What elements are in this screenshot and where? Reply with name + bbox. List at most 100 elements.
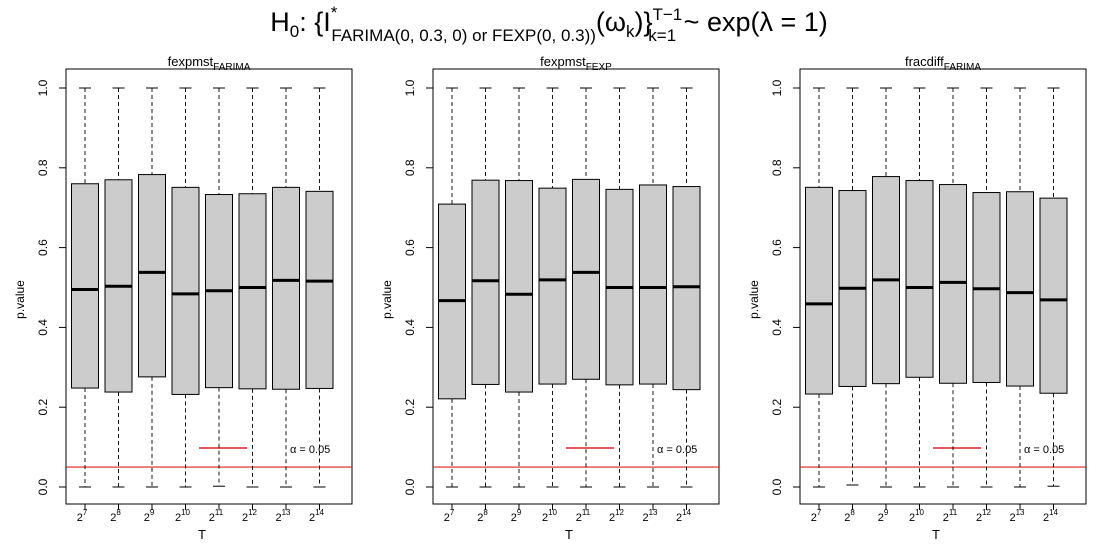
- x-tick-base: 2: [844, 512, 850, 524]
- y-tick-label: 1.0: [403, 79, 417, 96]
- box-1: 27: [71, 87, 99, 524]
- y-tick-label: 0.6: [403, 239, 417, 256]
- legend-label: α = 0.05: [657, 444, 697, 456]
- x-tick-label: 214: [1043, 508, 1059, 524]
- box-iqr: [238, 193, 267, 390]
- y-tick-label: 1.0: [770, 79, 784, 96]
- y-tick-label: 1.0: [36, 79, 50, 96]
- x-tick-base: 2: [444, 512, 450, 524]
- title-omega: (ω: [596, 7, 626, 37]
- box-iqr: [639, 184, 667, 385]
- title-brace: : {I: [299, 7, 331, 37]
- box-3: 29: [872, 87, 900, 524]
- title-tail: ~ exp(λ = 1): [676, 7, 828, 37]
- panel-title-main: fexpmst: [168, 54, 214, 69]
- box-6: 212: [605, 87, 634, 524]
- x-tick-exponent: 13: [649, 508, 658, 517]
- x-tick-base: 2: [511, 512, 517, 524]
- x-tick-exponent: 9: [884, 508, 889, 517]
- x-tick-exponent: 11: [582, 508, 591, 517]
- x-tick-label: 213: [642, 508, 658, 524]
- x-tick-label: 213: [1009, 508, 1025, 524]
- x-tick-exponent: 9: [517, 508, 522, 517]
- x-tick-label: 28: [477, 508, 488, 524]
- x-tick-exponent: 10: [181, 508, 190, 517]
- box-8: 214: [305, 87, 334, 524]
- panel-title: fracdiffFARIMA: [905, 54, 981, 73]
- box-8: 214: [672, 87, 701, 524]
- x-tick-exponent: 11: [215, 508, 224, 517]
- x-tick-base: 2: [110, 512, 116, 524]
- y-axis-label: p.value: [13, 280, 27, 319]
- box-4: 210: [905, 87, 934, 524]
- box-5: 211: [939, 87, 967, 524]
- y-tick-label: 0.8: [403, 159, 417, 176]
- x-tick-exponent: 14: [1049, 508, 1058, 517]
- box-2: 28: [471, 87, 500, 524]
- y-axis-label: p.value: [747, 280, 761, 319]
- panel-title-main: fracdiff: [905, 54, 944, 69]
- x-tick-label: 29: [511, 508, 522, 524]
- y-tick-label: 0.2: [770, 399, 784, 416]
- box-iqr: [305, 190, 334, 389]
- x-tick-exponent: 7: [83, 508, 88, 517]
- title-model-sub: FARIMA(0, 0.3, 0) or FEXP(0, 0.3)): [331, 26, 596, 45]
- x-axis-label: T: [198, 527, 206, 542]
- x-tick-base: 2: [77, 512, 83, 524]
- x-tick-base: 2: [242, 512, 248, 524]
- box-5: 211: [572, 87, 600, 524]
- x-tick-label: 210: [542, 508, 558, 524]
- x-tick-label: 28: [110, 508, 121, 524]
- y-tick-label: 0.8: [770, 159, 784, 176]
- y-tick-label: 0.4: [770, 319, 784, 336]
- panel-title-sub: FARIMA: [944, 62, 982, 73]
- box-iqr: [505, 180, 533, 393]
- x-tick-label: 214: [676, 508, 692, 524]
- box-1: 27: [438, 87, 466, 524]
- x-tick-label: 27: [811, 508, 822, 524]
- x-tick-exponent: 12: [615, 508, 624, 517]
- x-tick-label: 210: [175, 508, 191, 524]
- box-6: 212: [238, 87, 267, 524]
- box-5: 211: [205, 87, 233, 524]
- title-lower: k=1: [648, 26, 676, 45]
- x-tick-base: 2: [976, 512, 982, 524]
- panel-title: fexpmstFARIMA: [168, 54, 251, 73]
- x-tick-base: 2: [477, 512, 483, 524]
- y-tick-label: 0.0: [36, 478, 50, 495]
- title-upper: T−1: [653, 5, 683, 24]
- x-tick-label: 27: [77, 508, 88, 524]
- x-tick-exponent: 12: [248, 508, 257, 517]
- x-tick-exponent: 8: [483, 508, 488, 517]
- box-2: 28: [838, 87, 867, 524]
- x-tick-exponent: 14: [315, 508, 324, 517]
- x-tick-label: 28: [844, 508, 855, 524]
- x-tick-base: 2: [309, 512, 315, 524]
- figure-title: H0: {I* FARIMA(0, 0.3, 0) or FEXP(0, 0.3)…: [270, 3, 828, 45]
- x-tick-base: 2: [209, 512, 215, 524]
- box-4: 210: [171, 87, 200, 524]
- box-iqr: [805, 186, 833, 395]
- y-tick-label: 0.6: [770, 239, 784, 256]
- x-tick-label: 27: [444, 508, 455, 524]
- box-6: 212: [972, 87, 1001, 524]
- y-tick-label: 0.4: [36, 319, 50, 336]
- x-tick-base: 2: [943, 512, 949, 524]
- box-iqr: [939, 184, 967, 384]
- title-omega-sub: k: [626, 22, 635, 41]
- x-tick-exponent: 13: [282, 508, 291, 517]
- x-tick-exponent: 12: [982, 508, 991, 517]
- x-tick-exponent: 14: [682, 508, 691, 517]
- box-iqr: [138, 174, 166, 378]
- y-tick-label: 0.2: [36, 399, 50, 416]
- x-tick-base: 2: [609, 512, 615, 524]
- x-tick-base: 2: [275, 512, 281, 524]
- x-tick-label: 213: [275, 508, 291, 524]
- box-iqr: [538, 187, 567, 385]
- boxplot-panel: fracdiffFARIMA 0.0 0.2 0.4 0.6 0.8 1.0 p.value α…: [747, 54, 1087, 542]
- legend-label: α = 0.05: [290, 444, 330, 456]
- x-tick-base: 2: [576, 512, 582, 524]
- x-tick-base: 2: [642, 512, 648, 524]
- y-axis-label: p.value: [380, 280, 394, 319]
- box-iqr: [272, 186, 300, 390]
